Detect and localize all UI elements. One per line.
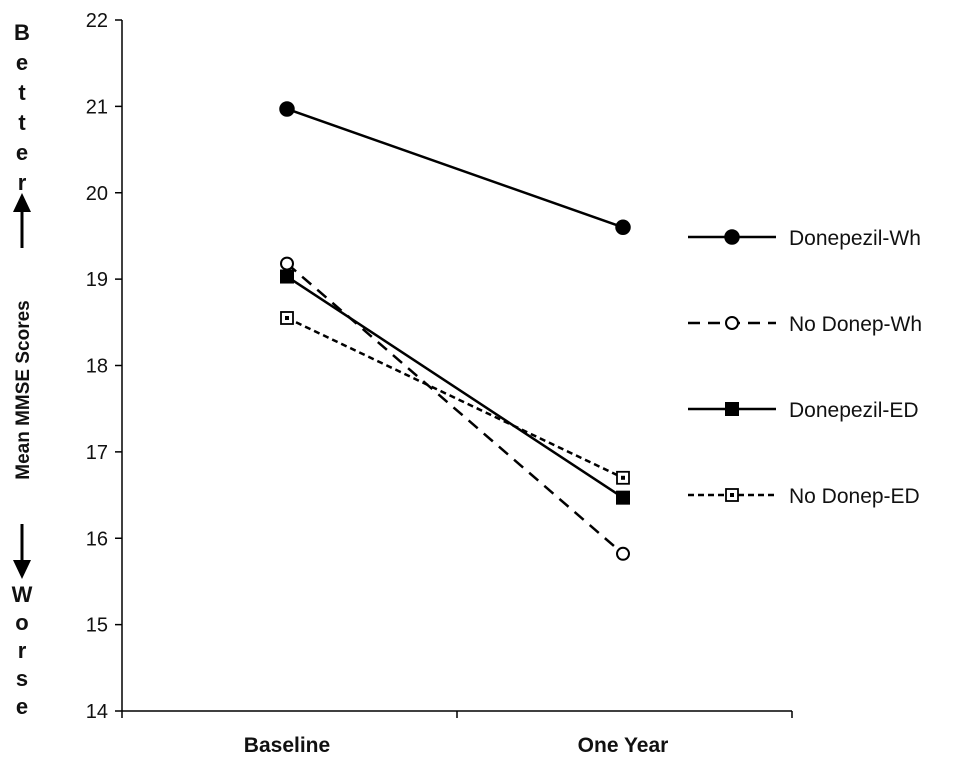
better-letter: t	[18, 110, 26, 135]
data-point	[280, 256, 294, 271]
series-line-3	[286, 316, 624, 479]
better-letter: e	[16, 50, 28, 75]
y-tick-label: 22	[86, 10, 108, 32]
legend-marker	[725, 402, 739, 416]
legend-item: Donepezil-Wh	[688, 227, 921, 250]
better-letter: e	[16, 140, 28, 165]
better-letter: t	[18, 80, 26, 105]
data-point	[279, 101, 295, 117]
y-tick-label: 17	[86, 442, 108, 464]
legend-label: Donepezil-Wh	[789, 227, 921, 250]
y-tick-label: 18	[86, 356, 108, 378]
data-point	[280, 269, 294, 284]
series-line-0	[286, 107, 624, 229]
axes	[115, 19, 793, 718]
y-tick-label: 21	[86, 96, 108, 118]
y-tick-label: 15	[86, 615, 108, 637]
series-line-2	[286, 275, 624, 499]
arrow-up-icon	[13, 193, 31, 212]
y-tick-labels: 14 15 16 17 18 19 20 21 22	[86, 10, 108, 723]
y-tick-label: 14	[86, 701, 108, 723]
data-point	[616, 470, 630, 485]
data-point	[615, 219, 631, 236]
legend-label: No Donep-Wh	[789, 313, 922, 336]
data-point	[616, 490, 630, 505]
legend-item: No Donep-ED	[688, 485, 920, 508]
worse-letter: W	[12, 582, 33, 607]
legend-marker	[725, 316, 739, 330]
x-category-label: Baseline	[244, 734, 330, 757]
better-letter: B	[14, 20, 30, 45]
worse-letter: e	[16, 694, 28, 719]
better-letter: r	[18, 170, 27, 195]
x-category-label: One Year	[578, 734, 669, 757]
legend-item: Donepezil-ED	[688, 399, 919, 422]
series-lines	[286, 107, 624, 555]
y-axis-title: Mean MMSE Scores	[13, 300, 34, 480]
series-line-1	[286, 262, 624, 555]
series-points	[279, 101, 631, 561]
y-tick-label: 19	[86, 269, 108, 291]
legend: Donepezil-Wh No Donep-Wh Donepezil-ED No Do…	[688, 227, 922, 508]
legend-marker	[724, 229, 740, 245]
worse-letter: o	[15, 610, 28, 635]
x-category-labels: Baseline One Year	[244, 734, 669, 757]
arrow-down-icon	[13, 560, 31, 579]
legend-label: No Donep-ED	[789, 485, 920, 508]
legend-marker	[725, 488, 739, 502]
data-point	[616, 546, 630, 561]
worse-letter: s	[16, 666, 28, 691]
y-tick-label: 16	[86, 528, 108, 550]
legend-label: Donepezil-ED	[789, 399, 919, 422]
worse-letter: r	[18, 638, 27, 663]
data-point	[280, 311, 294, 325]
y-tick-label: 20	[86, 183, 108, 205]
legend-item: No Donep-Wh	[688, 313, 922, 336]
